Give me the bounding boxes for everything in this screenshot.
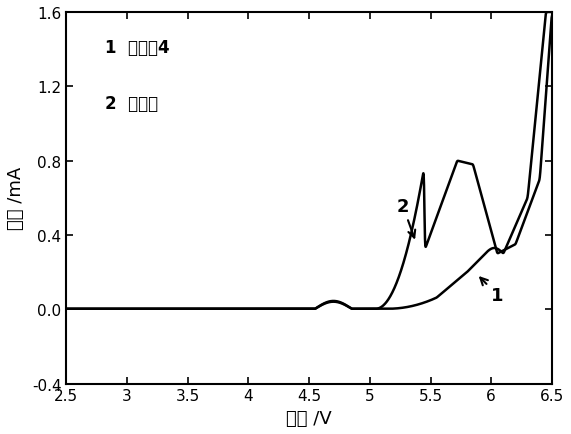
Text: 1  实施夓4: 1 实施夓4 bbox=[105, 39, 170, 57]
Y-axis label: 电流 /mA: 电流 /mA bbox=[7, 167, 25, 230]
X-axis label: 电压 /V: 电压 /V bbox=[286, 409, 332, 427]
Text: 1: 1 bbox=[480, 278, 504, 304]
Text: 2: 2 bbox=[396, 197, 415, 238]
Text: 2  对比例: 2 对比例 bbox=[105, 95, 158, 112]
